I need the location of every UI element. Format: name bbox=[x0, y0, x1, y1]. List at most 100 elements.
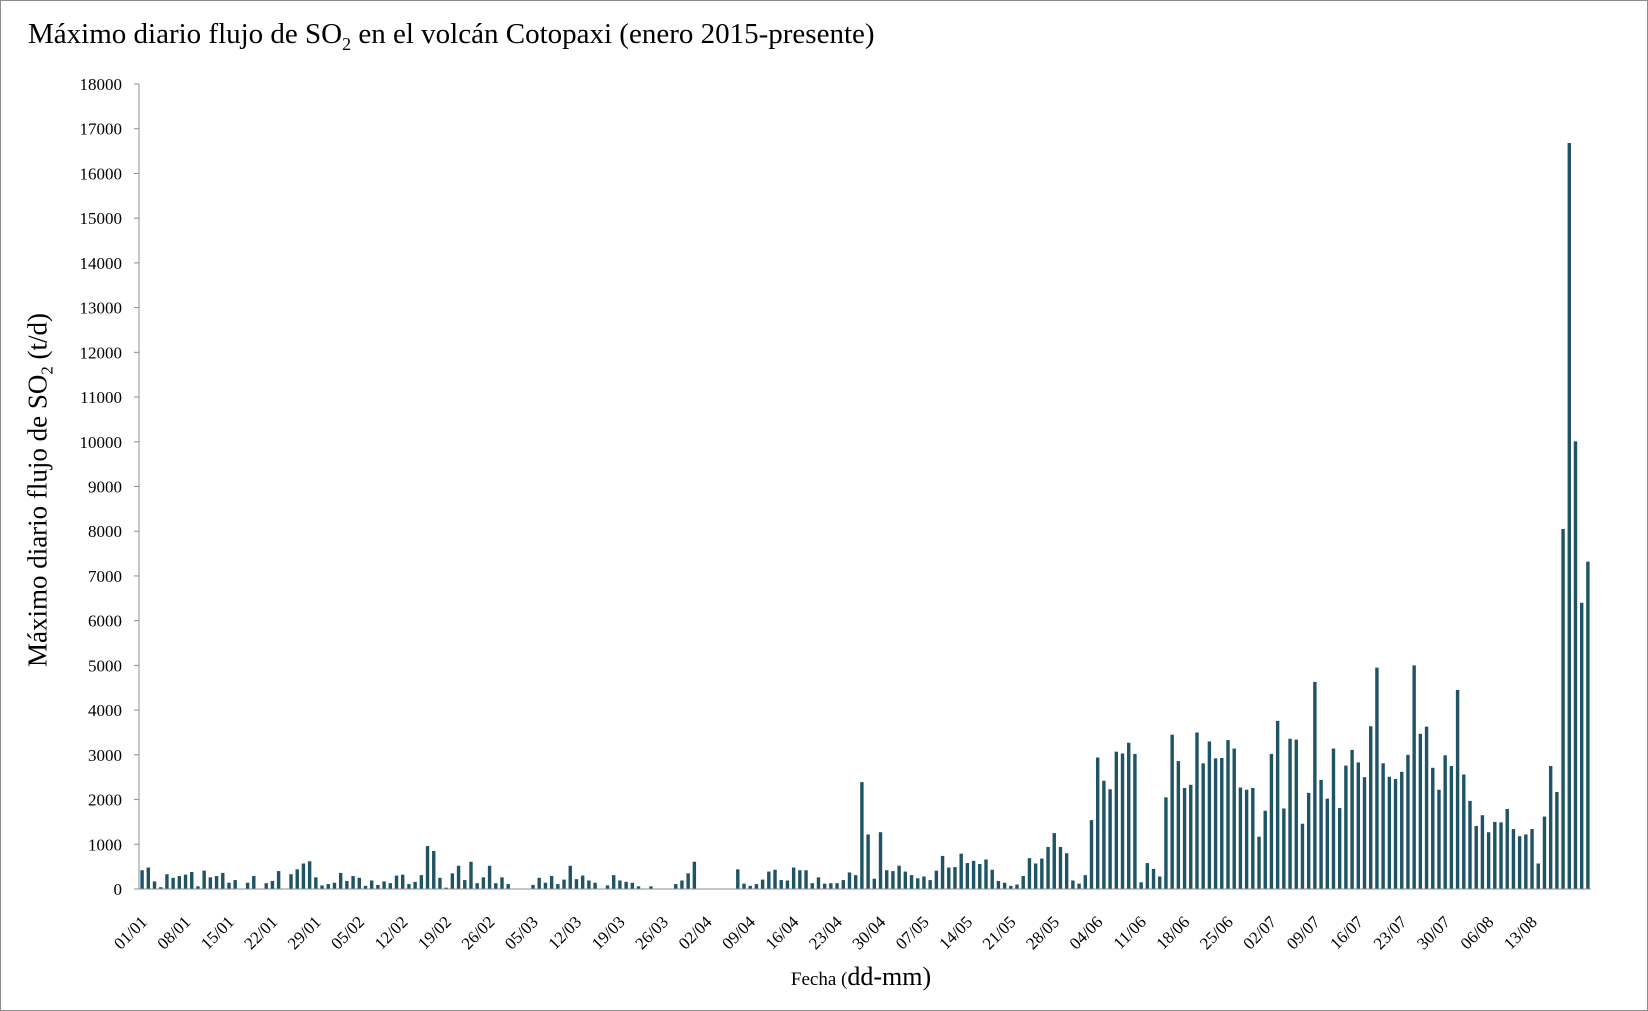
x-tick-label: 29/01 bbox=[284, 912, 325, 953]
bar bbox=[469, 861, 473, 889]
bar bbox=[1083, 875, 1087, 889]
bar bbox=[1579, 602, 1584, 889]
bar bbox=[1294, 739, 1298, 889]
y-tick-label: 7000 bbox=[88, 567, 122, 586]
bar bbox=[990, 869, 994, 889]
bar bbox=[1362, 777, 1367, 889]
bar bbox=[1015, 884, 1019, 889]
bar bbox=[1567, 143, 1571, 889]
bar bbox=[388, 883, 393, 889]
bar bbox=[307, 861, 312, 889]
bar bbox=[909, 875, 914, 889]
bar bbox=[190, 872, 194, 889]
bar bbox=[444, 887, 448, 889]
bar bbox=[1108, 789, 1112, 889]
bar bbox=[1182, 787, 1187, 889]
y-tick-label: 9000 bbox=[88, 478, 122, 497]
bar bbox=[897, 865, 901, 889]
bar bbox=[1344, 765, 1348, 889]
bar bbox=[183, 874, 188, 889]
bar bbox=[506, 884, 510, 889]
bar bbox=[1263, 810, 1267, 889]
x-tick-label: 01/01 bbox=[110, 912, 151, 953]
bar bbox=[1077, 883, 1081, 889]
bar bbox=[531, 884, 535, 889]
bar bbox=[779, 880, 783, 889]
bar bbox=[1071, 880, 1075, 889]
bar bbox=[1306, 792, 1311, 889]
bar bbox=[1275, 720, 1280, 889]
bar bbox=[916, 878, 920, 889]
bar bbox=[357, 877, 361, 889]
bar bbox=[1046, 846, 1050, 889]
bar bbox=[1517, 836, 1522, 889]
y-tick-label: 15000 bbox=[80, 209, 123, 228]
x-tick-label: 26/02 bbox=[458, 912, 499, 953]
bar bbox=[345, 880, 349, 889]
bar bbox=[1158, 876, 1162, 889]
bar bbox=[872, 878, 877, 889]
x-tick-label: 21/05 bbox=[979, 912, 1020, 953]
bar bbox=[419, 875, 424, 889]
bar bbox=[338, 872, 343, 889]
x-tick-label: 26/03 bbox=[631, 912, 672, 953]
bar bbox=[1561, 528, 1565, 889]
bar bbox=[233, 880, 237, 889]
bar bbox=[475, 883, 479, 889]
bar bbox=[1400, 771, 1404, 889]
bar bbox=[878, 832, 883, 889]
x-tick-label: 25/06 bbox=[1196, 912, 1237, 953]
bar bbox=[1114, 751, 1119, 889]
bar bbox=[1040, 858, 1044, 889]
bar bbox=[1145, 863, 1150, 889]
bar bbox=[630, 882, 635, 889]
bar bbox=[928, 880, 932, 889]
bar bbox=[1127, 742, 1131, 889]
bar bbox=[543, 882, 548, 889]
bar bbox=[1269, 753, 1274, 889]
bar bbox=[487, 865, 492, 889]
bar bbox=[611, 875, 616, 889]
bar bbox=[1548, 766, 1553, 889]
bar bbox=[556, 884, 560, 889]
bar bbox=[1462, 774, 1466, 889]
bar bbox=[1331, 748, 1336, 889]
bar bbox=[320, 885, 324, 889]
bar bbox=[562, 879, 566, 889]
bar bbox=[1455, 689, 1460, 889]
bars-group bbox=[140, 143, 1590, 890]
bar bbox=[736, 869, 740, 889]
bar bbox=[1176, 761, 1181, 889]
bar bbox=[791, 867, 796, 889]
bar bbox=[822, 883, 827, 889]
x-tick-label: 12/02 bbox=[371, 912, 412, 953]
x-tick-label: 30/04 bbox=[849, 912, 890, 953]
bar bbox=[1213, 758, 1218, 889]
x-tick-label: 04/06 bbox=[1066, 912, 1107, 953]
bar bbox=[1542, 816, 1547, 889]
bar bbox=[1313, 681, 1317, 889]
bar bbox=[835, 883, 839, 889]
bar bbox=[1009, 885, 1013, 889]
bar bbox=[860, 782, 864, 889]
bar bbox=[1102, 780, 1106, 889]
bar bbox=[885, 870, 889, 889]
y-tick-label: 10000 bbox=[80, 433, 123, 452]
y-tick-label: 8000 bbox=[88, 522, 122, 541]
bar bbox=[382, 881, 386, 889]
bar bbox=[853, 875, 858, 889]
x-tick-label: 13/08 bbox=[1500, 912, 1541, 953]
x-axis-label: Fecha (dd-mm) bbox=[790, 962, 932, 991]
bar bbox=[295, 869, 299, 889]
y-tick-label: 11000 bbox=[80, 388, 122, 407]
bar bbox=[245, 882, 250, 889]
bar bbox=[587, 880, 591, 889]
bar bbox=[568, 865, 572, 889]
bar bbox=[1095, 757, 1100, 889]
bar bbox=[438, 877, 442, 889]
bar bbox=[1524, 834, 1528, 889]
bar bbox=[1139, 882, 1143, 889]
bar bbox=[1412, 665, 1416, 889]
x-tick-label: 09/07 bbox=[1283, 912, 1324, 953]
bar bbox=[432, 850, 436, 889]
